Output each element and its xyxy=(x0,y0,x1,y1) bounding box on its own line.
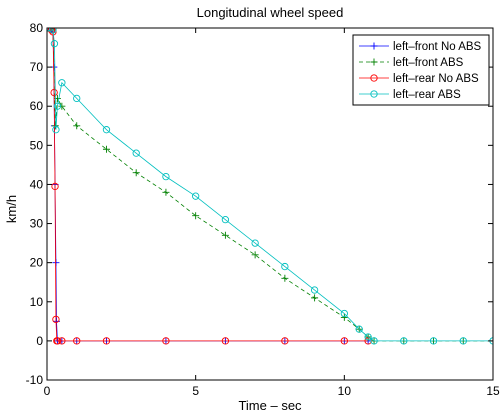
left-rear-abs-point xyxy=(73,94,81,103)
left-front-abs-point xyxy=(311,294,319,302)
y-tick-label: 30 xyxy=(30,217,44,231)
left-rear-no-abs-point xyxy=(102,337,111,345)
y-tick-label: 50 xyxy=(30,138,44,152)
plot-area xyxy=(47,28,493,345)
legend-label: left–rear No ABS xyxy=(393,73,479,85)
y-tick-label: 40 xyxy=(30,177,44,191)
legend-box xyxy=(352,34,490,106)
y-tick-label: 0 xyxy=(36,334,43,348)
left-rear-abs-point xyxy=(459,337,467,345)
left-rear-abs-point xyxy=(364,333,372,341)
left-rear-abs-point xyxy=(370,337,378,345)
left-rear-abs-point xyxy=(49,28,57,34)
left-front-abs-point xyxy=(251,251,259,259)
legend-marker xyxy=(370,90,378,98)
legend-entry-left-front-abs: left–front ABS xyxy=(359,57,464,69)
left-front-abs-point xyxy=(73,122,81,130)
left-front-abs-point xyxy=(132,169,140,177)
left-rear-abs-point xyxy=(52,126,60,134)
left-rear-no-abs-point xyxy=(162,337,170,345)
legend-label: left–front ABS xyxy=(393,57,464,69)
x-tick-label: 0 xyxy=(44,384,51,398)
left-rear-no-abs-point xyxy=(281,337,289,345)
left-front-abs-point xyxy=(192,212,200,220)
left-rear-abs-point xyxy=(355,325,363,333)
left-rear-abs-point xyxy=(281,262,289,271)
left-front-abs-point xyxy=(162,188,170,196)
left-front-abs-point xyxy=(102,145,110,153)
y-tick-label: 80 xyxy=(30,21,44,35)
x-tick-label: 10 xyxy=(338,384,352,398)
left-rear-no-abs-point xyxy=(221,337,230,345)
legend-entry-left-rear-abs: left–rear ABS xyxy=(359,89,461,101)
y-tick-label: -10 xyxy=(26,373,44,387)
series-left-rear-no-abs xyxy=(47,28,372,345)
left-rear-abs-point xyxy=(132,149,140,157)
left-rear-no-abs-point xyxy=(73,337,81,345)
x-tick-label: 5 xyxy=(192,384,199,398)
y-tick-label: 70 xyxy=(30,60,44,74)
legend-marker xyxy=(370,58,378,66)
legend-marker xyxy=(370,42,378,50)
left-rear-no-abs-point xyxy=(50,88,58,97)
left-rear-abs-point xyxy=(310,286,319,294)
axes-frame xyxy=(46,27,494,381)
left-rear-abs-point xyxy=(53,102,62,110)
left-rear-abs-point xyxy=(192,192,200,200)
left-front-abs-point xyxy=(281,274,289,282)
y-axis-label: km/h xyxy=(4,195,19,223)
x-axis-label: Time – sec xyxy=(238,398,302,413)
left-rear-no-abs-point xyxy=(54,337,62,345)
left-front-abs-point xyxy=(221,231,229,239)
left-front-abs-point xyxy=(340,313,348,321)
legend-label: left–rear ABS xyxy=(393,89,461,101)
left-rear-no-abs-point xyxy=(52,315,60,324)
left-front-abs-point xyxy=(51,122,59,130)
left-rear-abs-point xyxy=(221,215,230,224)
left-rear-abs-point xyxy=(400,337,408,345)
legend-label: left–front No ABS xyxy=(393,41,482,53)
legend: left–front No ABS left–front ABS left–rear… xyxy=(352,34,490,106)
left-rear-abs-point xyxy=(429,337,438,345)
left-rear-abs-point xyxy=(58,79,66,87)
left-rear-no-abs-point xyxy=(51,182,59,191)
y-tick-label: 20 xyxy=(30,256,44,270)
left-rear-abs-point xyxy=(102,126,111,134)
series-left-rear-abs xyxy=(47,28,493,345)
legend-marker xyxy=(370,74,378,82)
left-rear-abs-point xyxy=(340,309,348,318)
y-tick-label: 60 xyxy=(30,99,44,113)
series-group xyxy=(47,28,493,345)
left-rear-no-abs-point xyxy=(364,337,372,345)
left-rear-no-abs-point xyxy=(58,337,66,345)
left-rear-abs-point xyxy=(251,239,259,247)
left-rear-abs-point xyxy=(162,172,170,181)
left-front-abs-point xyxy=(58,102,66,110)
y-tick-label: 10 xyxy=(30,295,44,309)
left-rear-no-abs-point xyxy=(340,337,348,345)
chart-title: Longitudinal wheel speed xyxy=(197,5,344,20)
legend-entry-left-rear-no-abs: left–rear No ABS xyxy=(359,73,479,85)
left-rear-abs-point xyxy=(50,39,59,48)
left-rear-abs-line xyxy=(47,28,493,342)
legend-entry-left-front-no-abs: left–front No ABS xyxy=(359,41,482,53)
x-tick-label: 15 xyxy=(486,384,500,398)
